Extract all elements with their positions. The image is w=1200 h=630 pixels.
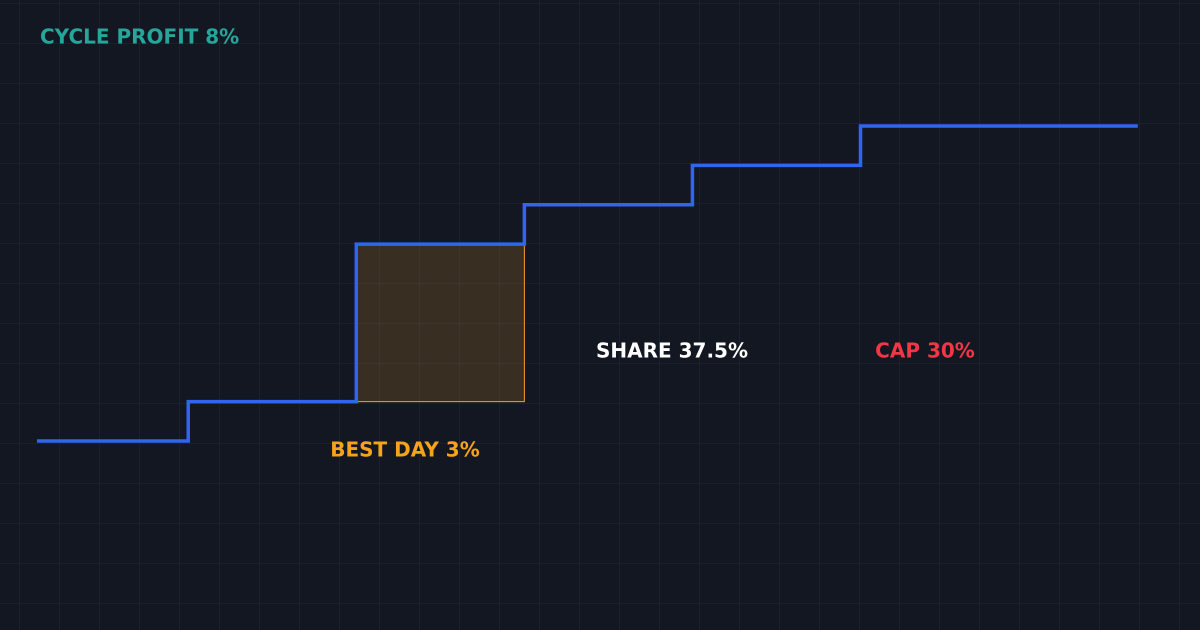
- annotation: CAP 30%: [875, 339, 975, 363]
- annotation: CYCLE PROFIT 8%: [40, 25, 239, 49]
- annotation: SHARE 37.5%: [596, 339, 748, 363]
- annotation: BEST DAY 3%: [330, 438, 479, 462]
- best-step-highlight: [355, 243, 525, 403]
- profit-line: [36, 124, 1138, 443]
